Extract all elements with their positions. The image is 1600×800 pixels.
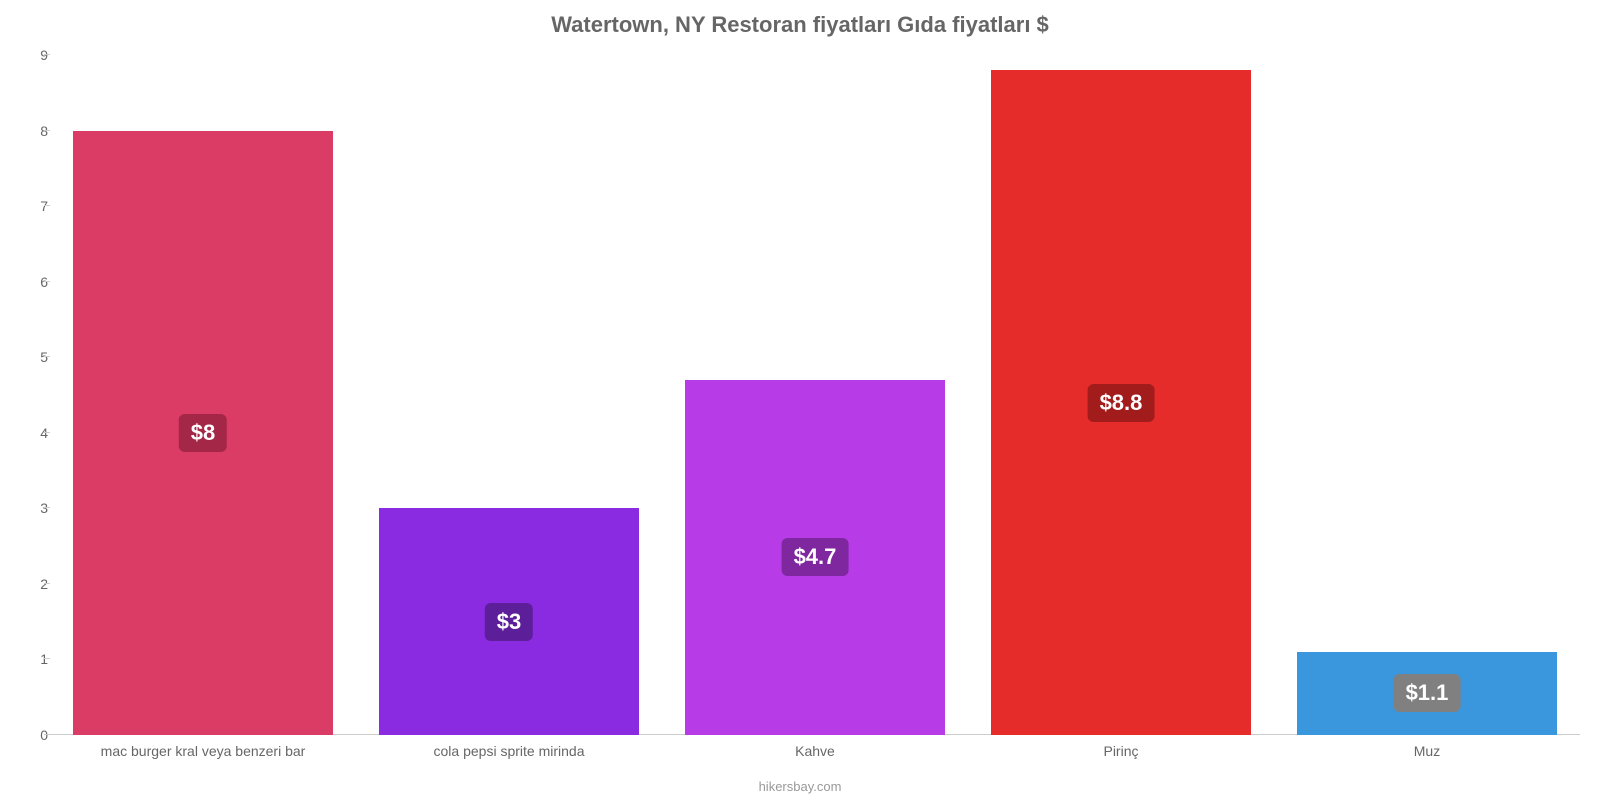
bar: $4.7 — [685, 380, 945, 735]
chart-source: hikersbay.com — [0, 779, 1600, 794]
bar: $8.8 — [991, 70, 1251, 735]
y-tick-label: 6 — [18, 274, 48, 290]
y-tick-mark — [44, 205, 50, 206]
x-axis-label: mac burger kral veya benzeri bar — [50, 743, 356, 759]
bar-value-label: $3 — [485, 603, 533, 641]
y-tick-mark — [44, 583, 50, 584]
plot-area: 0123456789$8mac burger kral veya benzeri… — [50, 55, 1580, 735]
x-axis-label: Muz — [1274, 743, 1580, 759]
y-tick-mark — [44, 507, 50, 508]
y-tick-mark — [44, 432, 50, 433]
y-tick-mark — [44, 658, 50, 659]
y-tick-mark — [44, 281, 50, 282]
y-tick-label: 5 — [18, 349, 48, 365]
y-tick-label: 1 — [18, 651, 48, 667]
y-tick-mark — [44, 130, 50, 131]
bar-value-label: $8 — [179, 414, 227, 452]
chart-title: Watertown, NY Restoran fiyatları Gıda fi… — [0, 12, 1600, 38]
y-tick-label: 8 — [18, 123, 48, 139]
bar: $1.1 — [1297, 652, 1557, 735]
y-tick-label: 0 — [18, 727, 48, 743]
bar: $8 — [73, 131, 333, 735]
y-tick-label: 9 — [18, 47, 48, 63]
bar: $3 — [379, 508, 639, 735]
x-axis-label: Pirinç — [968, 743, 1274, 759]
y-tick-label: 7 — [18, 198, 48, 214]
bar-value-label: $8.8 — [1088, 384, 1155, 422]
y-tick-mark — [44, 356, 50, 357]
bar-value-label: $4.7 — [782, 538, 849, 576]
y-tick-mark — [44, 54, 50, 55]
y-tick-label: 4 — [18, 425, 48, 441]
price-chart: Watertown, NY Restoran fiyatları Gıda fi… — [0, 0, 1600, 800]
x-axis-label: cola pepsi sprite mirinda — [356, 743, 662, 759]
bar-value-label: $1.1 — [1394, 674, 1461, 712]
x-axis-label: Kahve — [662, 743, 968, 759]
y-tick-label: 3 — [18, 500, 48, 516]
y-tick-mark — [44, 734, 50, 735]
y-tick-label: 2 — [18, 576, 48, 592]
